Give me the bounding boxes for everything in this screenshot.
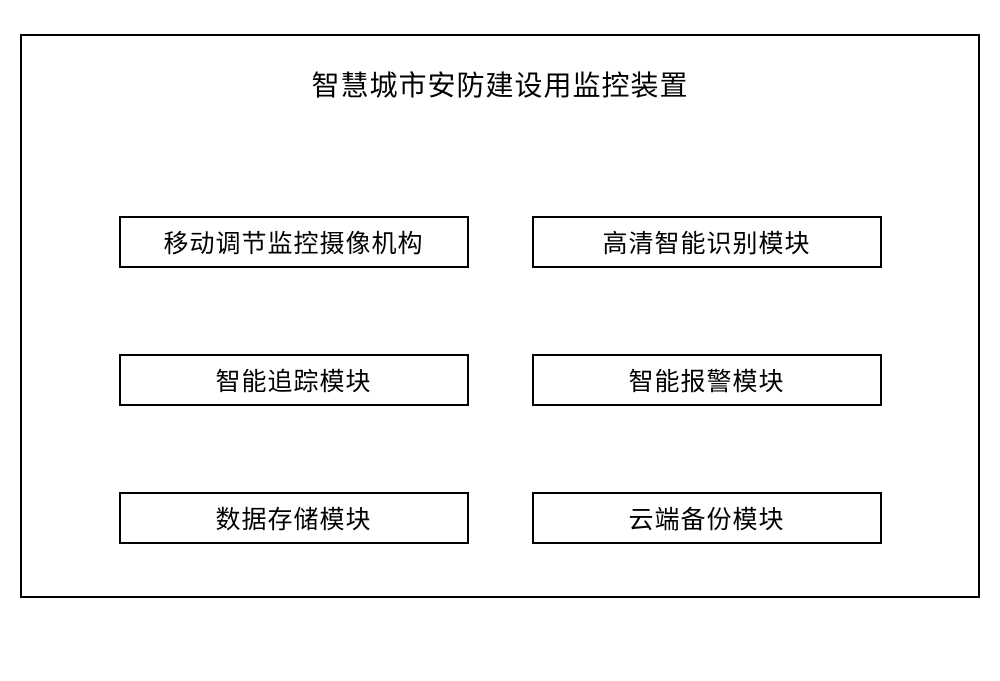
module-label: 智能追踪模块 — [215, 362, 371, 398]
module-box: 智能追踪模块 — [119, 354, 469, 406]
module-label: 高清智能识别模块 — [602, 224, 810, 260]
module-label: 数据存储模块 — [215, 500, 371, 536]
module-label: 智能报警模块 — [628, 362, 784, 398]
module-box: 高清智能识别模块 — [532, 216, 882, 268]
diagram-container: 智慧城市安防建设用监控装置 移动调节监控摄像机构 高清智能识别模块 智能追踪模块… — [20, 34, 980, 598]
module-box: 数据存储模块 — [119, 492, 469, 544]
module-box: 移动调节监控摄像机构 — [119, 216, 469, 268]
module-box: 智能报警模块 — [532, 354, 882, 406]
module-box: 云端备份模块 — [532, 492, 882, 544]
module-grid: 移动调节监控摄像机构 高清智能识别模块 智能追踪模块 智能报警模块 数据存储模块… — [22, 186, 978, 596]
module-label: 云端备份模块 — [628, 500, 784, 536]
diagram-title: 智慧城市安防建设用监控装置 — [22, 64, 978, 104]
module-label: 移动调节监控摄像机构 — [163, 224, 423, 260]
